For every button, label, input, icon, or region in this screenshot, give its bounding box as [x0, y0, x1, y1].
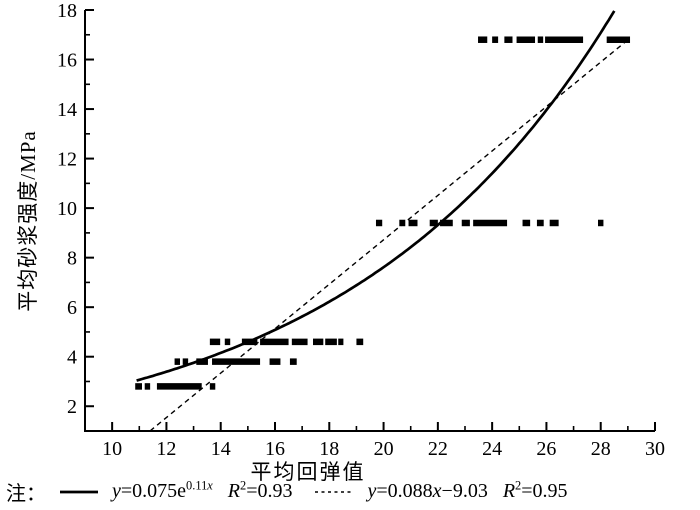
y-tick-label: 10	[57, 198, 77, 220]
eq1-var-y: y	[112, 480, 121, 502]
y-tick-label: 6	[67, 297, 77, 319]
x-tick-label: 20	[374, 438, 394, 460]
y-tick-label: 14	[57, 99, 77, 121]
eq2-r-sup: 2	[515, 478, 522, 493]
y-tick-label: 18	[57, 0, 77, 22]
r-squared-exponential: R2=0.93	[227, 478, 293, 503]
eq2-body-1: =0.088	[376, 480, 433, 502]
eq1-exp-var: x	[207, 478, 213, 493]
y-tick-label: 2	[67, 396, 77, 418]
legend-solid-line-icon	[60, 490, 98, 493]
y-axis-title: 平均砂浆强度/MPa	[16, 130, 40, 312]
figure-note: 注： y=0.075e0.11x R2=0.93 y=0.088x−9.03 R…	[6, 477, 568, 506]
eq1-r-sup: 2	[240, 478, 247, 493]
x-axis-title: 平均回弹值	[250, 460, 366, 484]
x-tick-label: 22	[428, 438, 448, 460]
x-tick-label: 28	[591, 438, 611, 460]
x-tick-label: 14	[211, 438, 231, 460]
x-tick-label: 16	[265, 438, 285, 460]
eq1-exponent: 0.11x	[186, 478, 213, 492]
eq2-r-value: =0.95	[521, 480, 568, 502]
eq2-var-x: x	[432, 480, 442, 502]
x-tick-label: 24	[482, 438, 502, 460]
equation-linear: y=0.088x−9.03	[367, 480, 487, 503]
x-tick-label: 18	[319, 438, 339, 460]
x-tick-label: 10	[102, 438, 122, 460]
y-tick-label: 4	[67, 347, 77, 369]
x-tick-label: 30	[645, 438, 665, 460]
eq1-exp-num: 0.11	[186, 478, 208, 493]
r-squared-linear: R2=0.95	[502, 478, 568, 503]
y-tick-label: 8	[67, 248, 77, 270]
eq2-body-2: −9.03	[441, 480, 488, 502]
equation-exponential: y=0.075e0.11x	[112, 478, 213, 503]
y-tick-label: 12	[57, 149, 77, 171]
x-tick-label: 12	[156, 438, 176, 460]
y-tick-label: 16	[57, 50, 77, 72]
note-label: 注：	[6, 483, 46, 505]
fit-curve-exponential	[136, 10, 616, 382]
eq1-r: R	[227, 480, 240, 502]
legend-dashed-line-icon	[315, 490, 354, 493]
eq1-body: =0.075e	[120, 480, 187, 502]
eq2-r: R	[502, 480, 516, 502]
x-tick-label: 26	[536, 438, 556, 460]
eq1-r-value: =0.93	[246, 480, 293, 502]
fit-line-linear	[149, 37, 632, 432]
eq2-var-y: y	[367, 480, 377, 502]
